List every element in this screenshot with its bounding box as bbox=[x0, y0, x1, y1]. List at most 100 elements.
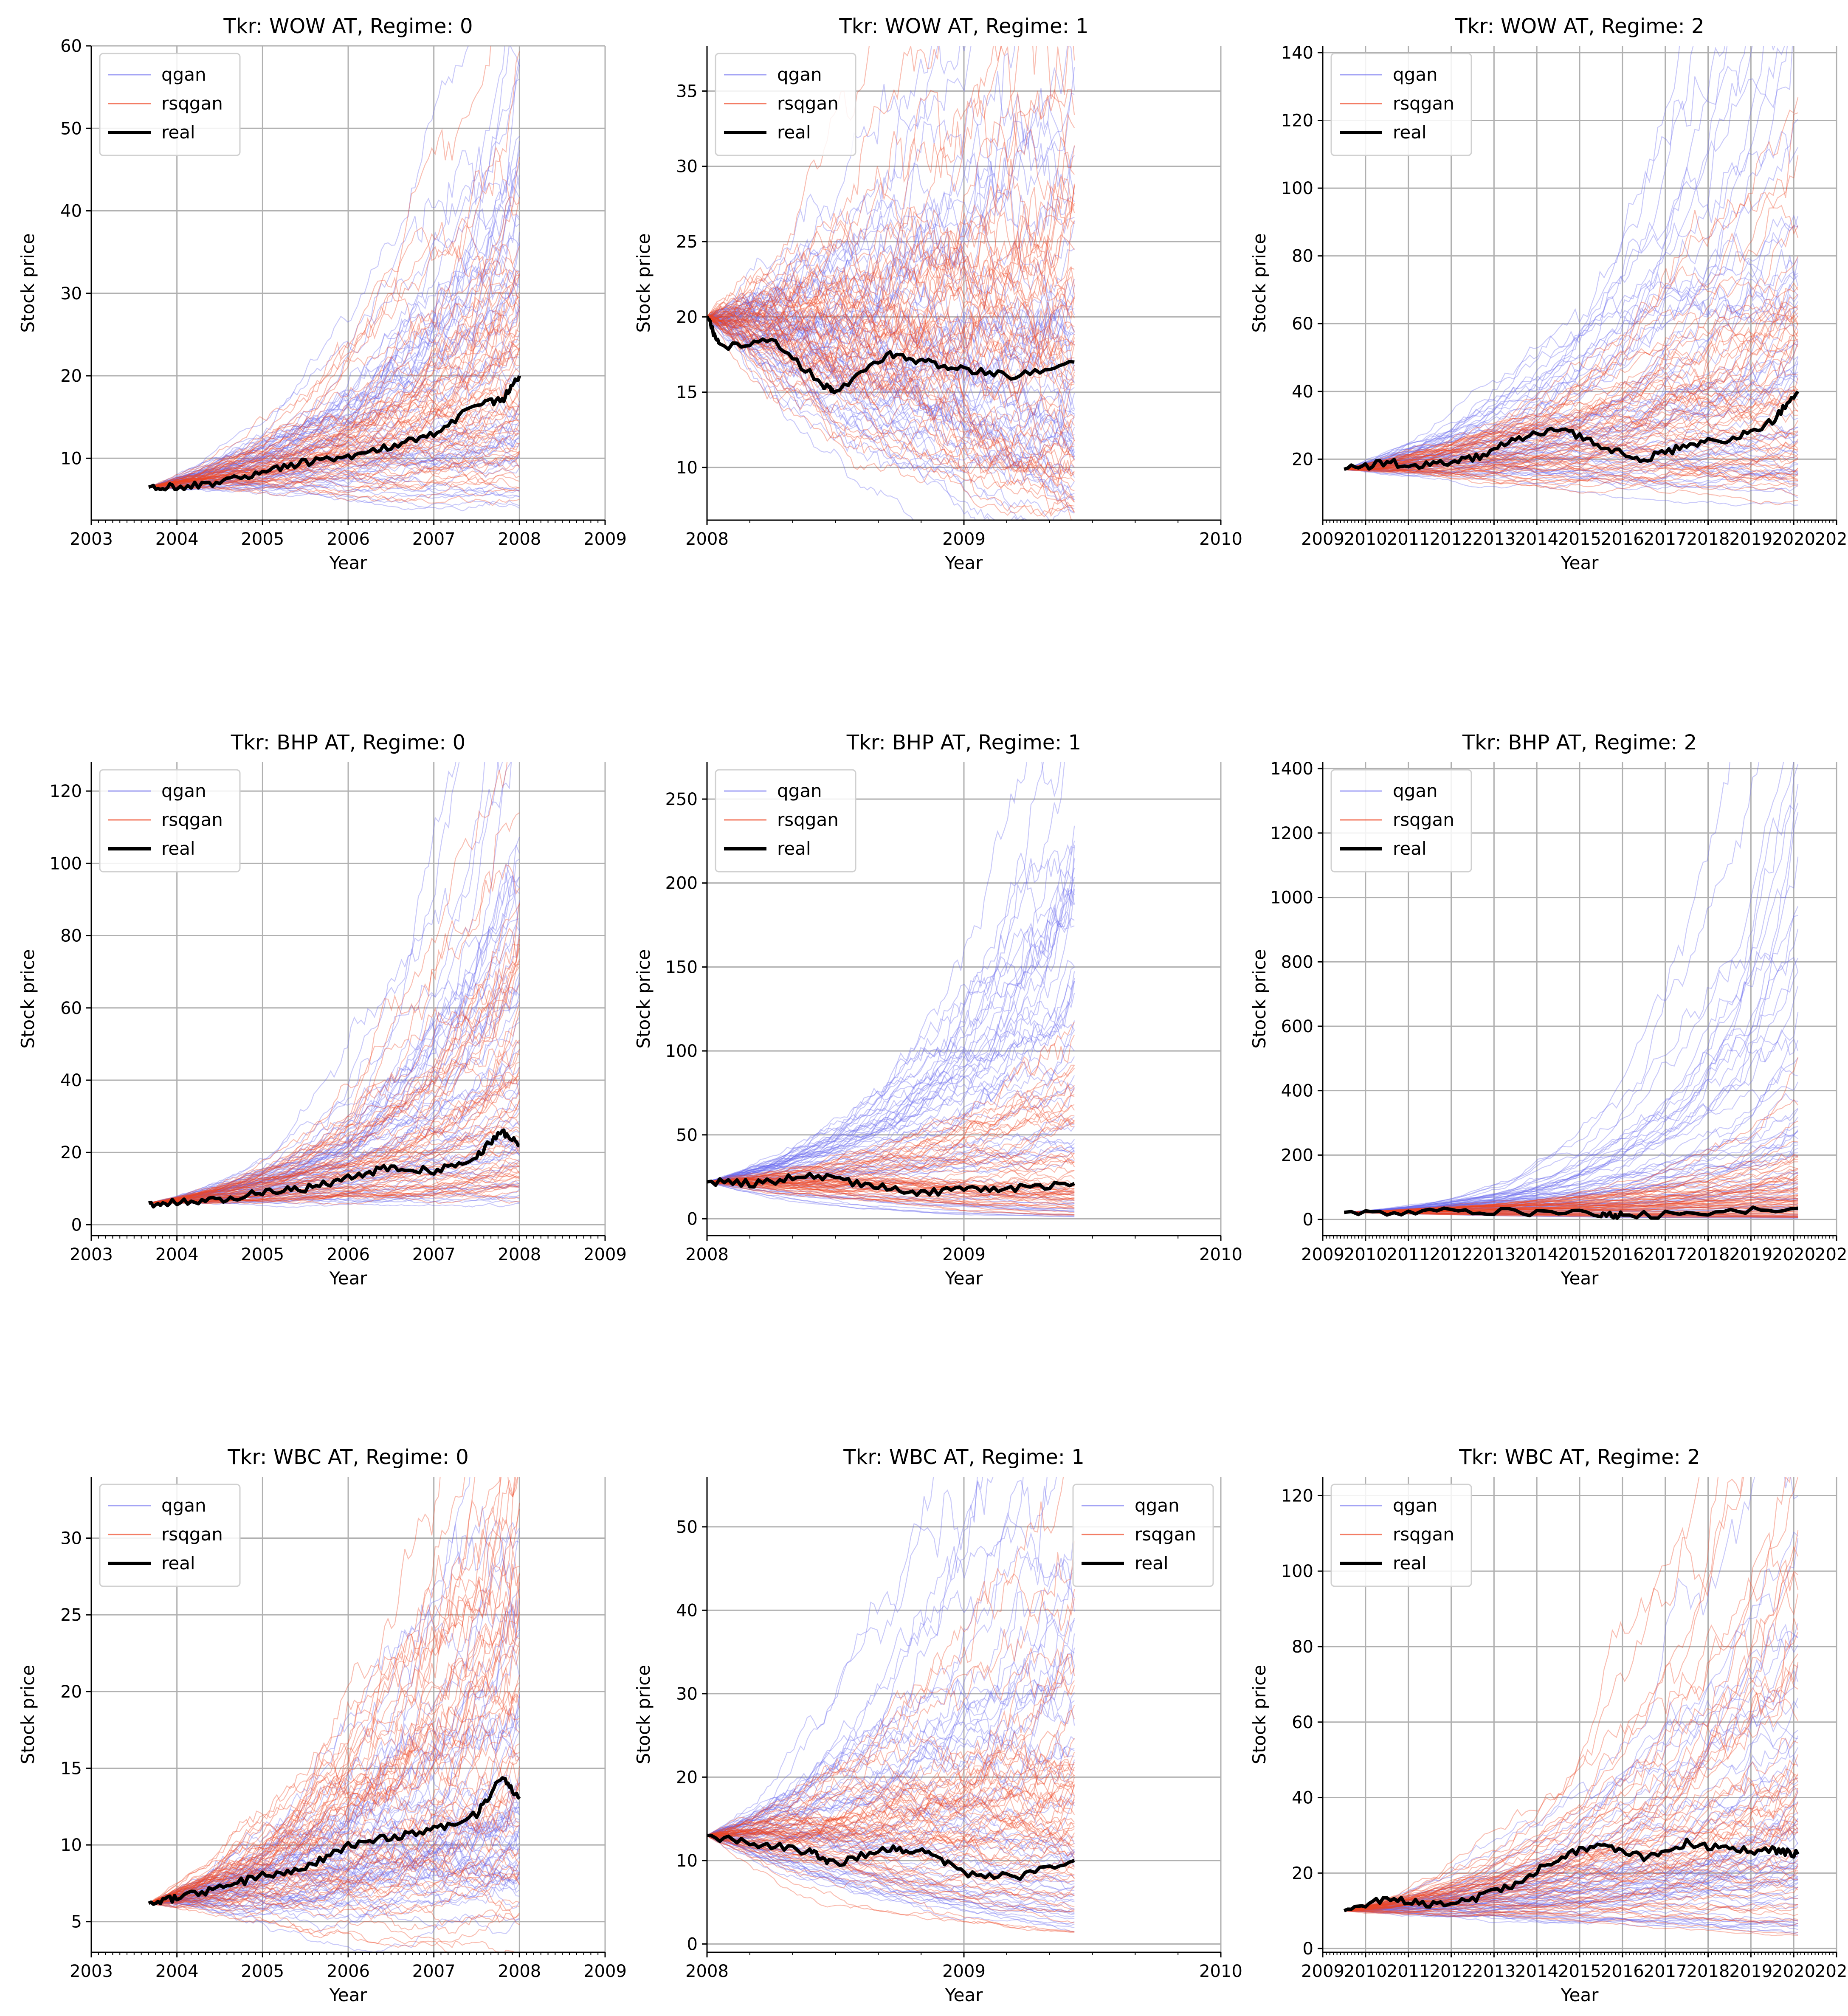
qgan-path bbox=[1344, 1130, 1799, 1213]
rsqgan-path bbox=[707, 309, 1075, 456]
y-tick-label: 10 bbox=[60, 449, 82, 468]
qgan-path bbox=[1344, 856, 1799, 1213]
legend-label-qgan: qgan bbox=[161, 1495, 206, 1516]
legend-box bbox=[715, 769, 856, 873]
qgan-path bbox=[707, 46, 938, 318]
qgan-path bbox=[707, 888, 1075, 1183]
qgan-path bbox=[148, 46, 505, 488]
x-tick-label: 2010 bbox=[1199, 529, 1242, 549]
qgan-path bbox=[1344, 430, 1798, 470]
qgan-path bbox=[148, 1066, 520, 1204]
rsqgan-path bbox=[148, 1477, 518, 1904]
rsqgan-path bbox=[707, 291, 1075, 369]
rsqgan-path bbox=[707, 1181, 1075, 1209]
qgan-path bbox=[707, 285, 1075, 431]
qgan-path bbox=[1344, 1865, 1798, 1913]
rsqgan-path bbox=[148, 341, 520, 488]
qgan-path bbox=[707, 238, 1075, 344]
rsqgan-path bbox=[1344, 310, 1799, 470]
qgan-path bbox=[707, 1835, 1075, 1932]
qgan-path bbox=[707, 293, 1075, 392]
qgan-path bbox=[148, 362, 520, 488]
rsqgan-path bbox=[148, 1785, 520, 1904]
qgan-path bbox=[1344, 1108, 1798, 1213]
rsqgan-path bbox=[149, 1184, 520, 1204]
rsqgan-path bbox=[148, 1862, 520, 1915]
x-tick-label: 2006 bbox=[327, 1245, 370, 1264]
rsqgan-path bbox=[1344, 309, 1799, 470]
qgan-path bbox=[1344, 232, 1799, 470]
rsqgan-path bbox=[707, 315, 1075, 482]
qgan-path bbox=[707, 966, 1075, 1183]
rsqgan-path bbox=[707, 1144, 1075, 1183]
qgan-path bbox=[148, 1844, 520, 1910]
rsqgan-path bbox=[707, 316, 1075, 461]
qgan-path bbox=[707, 280, 1075, 386]
qgan-path bbox=[148, 1789, 520, 1904]
qgan-path bbox=[707, 316, 1075, 514]
qgan-path bbox=[148, 1005, 520, 1204]
qgan-path bbox=[1344, 929, 1799, 1213]
rsqgan-path bbox=[707, 307, 1075, 401]
rsqgan-path bbox=[1344, 1818, 1798, 1912]
x-tick-label: 2017 bbox=[1644, 1245, 1687, 1264]
qgan-path bbox=[1344, 1910, 1798, 1935]
rsqgan-path bbox=[148, 296, 520, 488]
rsqgan-path bbox=[1344, 1892, 1798, 1917]
qgan-path bbox=[707, 1477, 1057, 1836]
qgan-path bbox=[148, 762, 512, 1204]
qgan-path bbox=[707, 1551, 1075, 1836]
qgan-path bbox=[1344, 343, 1798, 470]
rsqgan-path bbox=[707, 316, 1075, 504]
qgan-path bbox=[148, 1635, 520, 1904]
qgan-path bbox=[707, 316, 1075, 465]
qgan-path bbox=[148, 863, 520, 1204]
qgan-path bbox=[148, 259, 520, 488]
qgan-path bbox=[707, 888, 1075, 1183]
y-tick-label: 200 bbox=[665, 874, 698, 893]
rsqgan-path bbox=[707, 1835, 1075, 1875]
rsqgan-path bbox=[149, 464, 520, 497]
qgan-path bbox=[707, 284, 1075, 389]
qgan-path bbox=[149, 1807, 520, 1909]
chart-title: Tkr: BHP AT, Regime: 2 bbox=[1462, 731, 1697, 755]
qgan-path bbox=[148, 1833, 520, 1905]
rsqgan-path bbox=[1344, 1532, 1799, 1912]
rsqgan-path bbox=[1344, 1773, 1799, 1912]
qgan-path bbox=[148, 163, 520, 488]
qgan-path bbox=[149, 1824, 520, 1925]
qgan-path bbox=[149, 438, 520, 493]
rsqgan-path bbox=[707, 1104, 1075, 1183]
rsqgan-path bbox=[149, 146, 520, 488]
rsqgan-path bbox=[1344, 1819, 1798, 1912]
qgan-path bbox=[148, 1716, 520, 1904]
rsqgan-path bbox=[149, 423, 520, 488]
qgan-path bbox=[148, 237, 520, 488]
qgan-path bbox=[1344, 389, 1799, 470]
rsqgan-path bbox=[148, 1691, 520, 1904]
qgan-path bbox=[1344, 398, 1798, 470]
qgan-path bbox=[1344, 357, 1799, 470]
y-axis-label: Stock price bbox=[633, 233, 654, 332]
qgan-path bbox=[707, 1830, 1075, 1865]
qgan-path bbox=[707, 293, 1075, 457]
rsqgan-path bbox=[707, 1670, 1075, 1838]
rsqgan-path bbox=[707, 285, 1075, 377]
qgan-path bbox=[148, 875, 520, 1204]
rsqgan-path bbox=[148, 927, 520, 1204]
qgan-path bbox=[1344, 431, 1798, 472]
rsqgan-path bbox=[148, 1477, 519, 1904]
x-tick-label: 2015 bbox=[1558, 1245, 1601, 1264]
qgan-path bbox=[707, 1783, 1075, 1836]
qgan-path bbox=[1344, 305, 1799, 470]
qgan-path bbox=[707, 1799, 1075, 1837]
rsqgan-path bbox=[148, 943, 520, 1204]
rsqgan-path bbox=[707, 316, 1075, 477]
rsqgan-path bbox=[148, 1857, 520, 1904]
qgan-path bbox=[707, 1024, 1075, 1183]
qgan-path bbox=[148, 762, 460, 1204]
y-axis-label: Stock price bbox=[17, 1665, 38, 1764]
legend: qgan rsqgan real bbox=[1072, 1484, 1214, 1587]
qgan-path bbox=[1344, 1531, 1798, 1912]
qgan-path bbox=[707, 1730, 1075, 1836]
